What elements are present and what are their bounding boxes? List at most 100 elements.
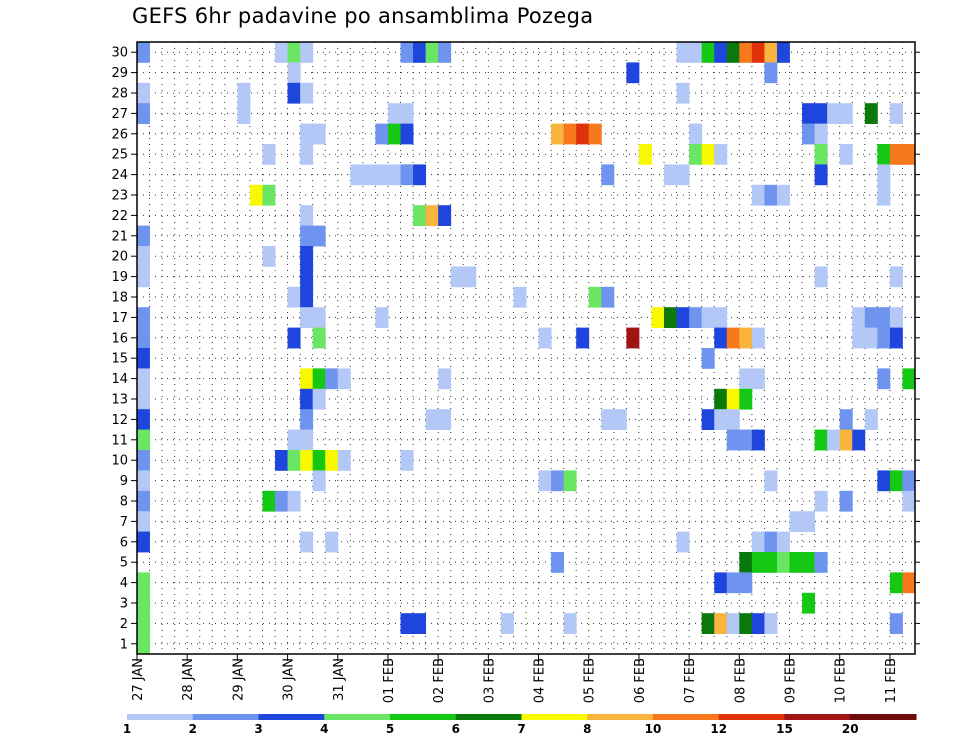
heatmap-cell: [287, 327, 301, 349]
heatmap-cell: [312, 450, 326, 471]
y-tick-label: 29: [111, 66, 128, 81]
x-tick-label: 09 FEB: [784, 658, 799, 703]
heatmap-cell: [764, 42, 778, 63]
heatmap-cell: [438, 42, 452, 63]
colorbar-label: 3: [254, 722, 262, 736]
y-tick-label: 12: [111, 413, 128, 428]
y-tick-label: 30: [111, 46, 128, 61]
heatmap-cell: [613, 409, 627, 430]
heatmap-cell: [137, 348, 150, 369]
y-tick-label: 20: [111, 250, 128, 265]
heatmap-cell: [902, 368, 916, 390]
heatmap-cell: [312, 123, 326, 145]
heatmap-cell: [463, 266, 477, 288]
heatmap-cell: [676, 531, 690, 553]
y-tick-label: 9: [120, 474, 128, 489]
heatmap-cell: [413, 205, 427, 226]
heatmap-cell: [889, 266, 903, 288]
heatmap-cell: [601, 286, 615, 308]
heatmap-cell: [814, 552, 828, 573]
heatmap-cell: [137, 82, 150, 104]
heatmap-cell: [889, 470, 903, 492]
heatmap-cell: [701, 409, 715, 430]
heatmap-cell: [839, 429, 853, 451]
heatmap-cell: [664, 307, 677, 328]
x-tick-label: 29 JAN: [231, 658, 246, 701]
y-tick-label: 18: [111, 291, 128, 306]
heatmap-cell: [576, 327, 590, 349]
heatmap-cell: [538, 327, 552, 349]
heatmap-cell: [877, 307, 891, 328]
heatmap-cell: [689, 123, 703, 145]
y-tick-label: 3: [120, 597, 128, 612]
heatmap-cell: [864, 409, 878, 430]
colorbar-segment: [127, 714, 194, 720]
heatmap-cell: [500, 613, 514, 634]
heatmap-cell: [739, 42, 753, 63]
y-tick-label: 13: [111, 393, 128, 408]
y-tick-label: 16: [111, 331, 128, 346]
colorbar-segment: [258, 714, 325, 720]
colorbar-segment: [324, 714, 391, 720]
heatmap-cell: [137, 572, 150, 594]
colorbar-segment: [390, 714, 457, 720]
heatmap-cell: [839, 103, 853, 124]
colorbar-label: 4: [320, 722, 328, 736]
heatmap-cell: [814, 103, 828, 124]
heatmap-cell: [137, 307, 150, 328]
heatmap-cell: [802, 592, 816, 614]
heatmap-cell: [287, 42, 301, 63]
heatmap-cell: [425, 409, 439, 430]
heatmap-cell: [889, 572, 903, 594]
heatmap-cell: [262, 184, 276, 206]
heatmap-cell: [676, 42, 690, 63]
heatmap-cell: [751, 184, 765, 206]
heatmap-cell: [751, 327, 765, 349]
heatmap-cell: [751, 368, 765, 390]
heatmap-cell: [864, 307, 878, 328]
heatmap-cell: [877, 184, 891, 206]
heatmap-cell: [714, 613, 728, 634]
heatmap-cell: [726, 42, 740, 63]
colorbar-segment: [192, 714, 259, 720]
heatmap-cell: [438, 409, 452, 430]
heatmap-cell: [563, 123, 577, 145]
heatmap-cell: [689, 42, 703, 63]
heatmap-cell: [739, 572, 753, 594]
heatmap-cell: [137, 633, 150, 655]
heatmap-cell: [864, 103, 878, 124]
heatmap-cell: [751, 429, 765, 451]
heatmap-cell: [877, 368, 891, 390]
heatmap-cell: [601, 164, 615, 186]
heatmap-cell: [701, 307, 715, 328]
heatmap-cell: [776, 531, 790, 553]
heatmap-cell: [450, 266, 464, 288]
heatmap-cell: [739, 368, 753, 390]
heatmap-cell: [300, 144, 314, 165]
heatmap-cell: [312, 327, 326, 349]
y-tick-label: 11: [111, 433, 128, 448]
y-tick-label: 27: [111, 107, 128, 122]
heatmap-cell: [413, 613, 427, 634]
heatmap-cell: [275, 42, 288, 63]
heatmap-cell: [551, 470, 565, 492]
heatmap-cell: [814, 429, 828, 451]
heatmap-cell: [902, 490, 916, 512]
heatmap-cell: [764, 531, 778, 553]
heatmap-cell: [852, 307, 866, 328]
heatmap-cell: [689, 144, 703, 165]
heatmap-cell: [275, 450, 288, 471]
heatmap-cell: [337, 450, 351, 471]
heatmap-cell: [262, 246, 276, 267]
colorbar-label: 10: [645, 722, 662, 736]
heatmap-cell: [676, 82, 690, 104]
heatmap-cell: [137, 246, 150, 267]
heatmap-cell: [701, 42, 715, 63]
heatmap-cell: [312, 470, 326, 492]
heatmap-cell: [300, 429, 314, 451]
heatmap-cell: [714, 572, 728, 594]
heatmap-cell: [839, 409, 853, 430]
heatmap-cell: [375, 123, 389, 145]
x-tick-label: 07 FEB: [683, 658, 698, 703]
heatmap-cell: [350, 164, 364, 186]
